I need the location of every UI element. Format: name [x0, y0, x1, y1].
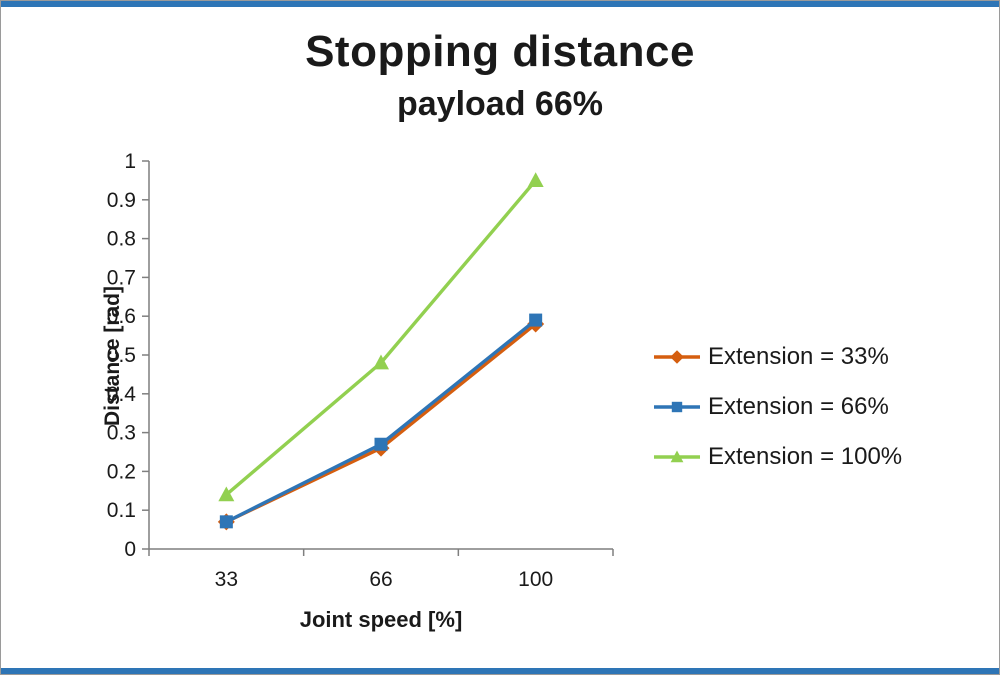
y-tick-label: 0.3: [107, 422, 136, 445]
chart-title: Stopping distance: [305, 27, 695, 76]
square-marker-icon: [374, 437, 388, 451]
square-marker-icon: [529, 313, 543, 327]
legend-item-extension-100: Extension = 100%: [653, 443, 903, 470]
y-tick-label: 0.1: [107, 499, 136, 522]
square-marker-icon: [671, 401, 683, 413]
legend-item-extension-33: Extension = 33%: [653, 343, 902, 370]
legend-label: Extension = 66%: [708, 393, 889, 420]
legend-diamond-marker-icon: [654, 350, 700, 364]
y-tick-label: 0.5: [107, 344, 136, 367]
series-line-0: [225, 322, 537, 524]
y-tick-label: 0.8: [107, 228, 136, 251]
top-border-bar: [1, 1, 999, 7]
legend-item-extension-66: Extension = 66%: [653, 393, 902, 420]
x-tick-label: 66: [369, 568, 392, 591]
y-axis-title: Distance [rad]: [101, 285, 124, 427]
y-tick-label: 0.9: [107, 189, 136, 212]
y-tick-label: 1: [124, 150, 136, 173]
y-tick-label: 0: [124, 538, 136, 561]
y-tick-label: 0.6: [107, 305, 136, 328]
legend-label: Extension = 33%: [708, 343, 889, 370]
diamond-marker-icon: [670, 350, 684, 364]
square-marker-icon: [219, 515, 233, 529]
legend-square-marker-icon: [654, 401, 700, 413]
plot-area: 0 0.1 0.2 0.3 0.4 0.5 0.6 0.7 0.8 0.9 1 33 66 100: [107, 150, 614, 591]
x-tick-label: 100: [518, 568, 553, 591]
chart-subtitle: payload 66%: [397, 85, 603, 123]
triangle-marker-icon: [527, 172, 544, 187]
series-line-1: [225, 318, 537, 524]
triangle-marker-icon: [218, 486, 235, 502]
legend-label: Extension = 100%: [708, 443, 903, 470]
triangle-marker-icon: [373, 354, 389, 370]
triangle-marker-icon: [670, 450, 684, 463]
legend: Extension = 33% Extension = 66% Extensio…: [653, 343, 903, 470]
y-tick-label: 0.2: [107, 460, 136, 483]
legend-triangle-marker-icon: [654, 450, 700, 463]
y-tick-label: 0.7: [107, 266, 136, 289]
bottom-border-bar: [1, 668, 999, 674]
x-tick-label: 33: [215, 568, 238, 591]
x-axis-title: Joint speed [%]: [299, 607, 463, 632]
y-tick-label: 0.4: [107, 383, 137, 406]
